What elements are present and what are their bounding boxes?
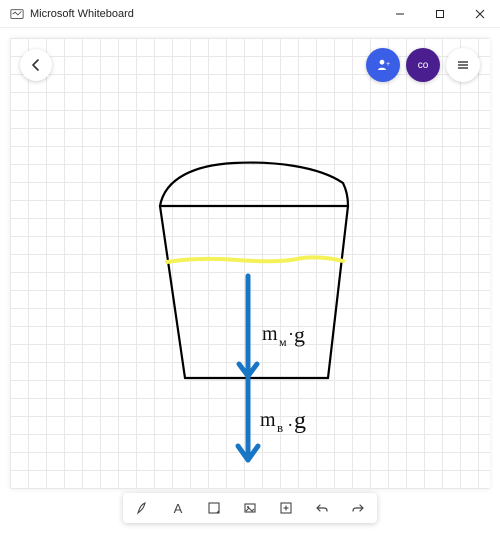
top-toolbar: + co — [20, 48, 480, 82]
app-window: Microsoft Whiteboard — [0, 0, 500, 537]
window-controls — [380, 0, 500, 28]
app-title: Microsoft Whiteboard — [30, 8, 134, 20]
user-initials: co — [418, 60, 429, 71]
menu-button[interactable] — [446, 48, 480, 82]
label-m2g: m в . g — [260, 406, 322, 444]
top-tool-group: + co — [366, 48, 480, 82]
svg-text:g: g — [294, 408, 306, 434]
titlebar-left: Microsoft Whiteboard — [10, 7, 134, 21]
back-button[interactable] — [20, 49, 52, 81]
whiteboard-icon — [10, 7, 24, 21]
titlebar: Microsoft Whiteboard — [0, 0, 500, 28]
svg-text:в: в — [277, 420, 283, 435]
svg-text:m: m — [262, 323, 278, 345]
minimize-button[interactable] — [380, 0, 420, 28]
drawing-layer — [0, 28, 500, 537]
note-tool[interactable] — [203, 497, 225, 519]
canvas-area[interactable]: m м · g m в . g — [0, 28, 500, 537]
svg-text:m: m — [260, 409, 276, 431]
user-avatar[interactable]: co — [406, 48, 440, 82]
image-tool[interactable] — [239, 497, 261, 519]
add-tool[interactable] — [275, 497, 297, 519]
label-m1g: m м · g — [262, 320, 318, 356]
close-button[interactable] — [460, 0, 500, 28]
maximize-button[interactable] — [420, 0, 460, 28]
svg-text:.: . — [288, 410, 293, 430]
bottom-toolbar: A — [123, 493, 377, 523]
text-tool[interactable]: A — [167, 497, 189, 519]
undo-button[interactable] — [311, 497, 333, 519]
svg-text:+: + — [386, 61, 390, 68]
redo-button[interactable] — [347, 497, 369, 519]
svg-text:м: м — [279, 335, 287, 349]
collaborate-button[interactable]: + — [366, 48, 400, 82]
pen-tool[interactable] — [131, 497, 153, 519]
svg-text:g: g — [294, 322, 305, 347]
